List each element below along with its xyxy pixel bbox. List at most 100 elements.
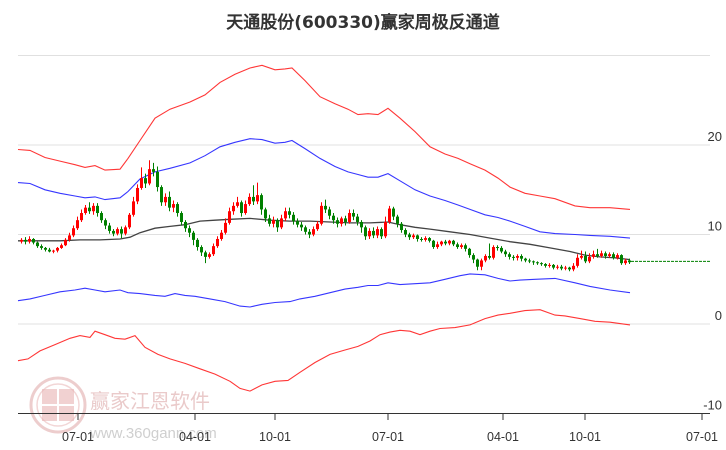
candle [148,160,151,186]
candle [384,216,387,239]
gridlines [18,55,710,325]
candle [256,182,259,205]
candle [404,228,407,238]
candle [136,184,139,205]
candle [36,241,39,248]
candle [280,214,283,230]
candle [536,261,539,265]
watermark-url: www.360gann.com [89,425,217,442]
candle [436,241,439,249]
candle [156,166,159,192]
y-tick-label: 10 [708,219,722,234]
candle [192,230,195,246]
candle [420,237,423,242]
candle [292,212,295,225]
candle [580,250,583,260]
x-tick-label: 07-01 [686,430,718,444]
candle [128,213,131,230]
candle [64,238,67,247]
candle [480,258,483,271]
candle [104,218,107,230]
candle [80,209,83,222]
candle [616,253,619,260]
candle [180,211,183,226]
candle [328,206,331,220]
x-axis: 07-01 04-01 10-01 07-01 04-01 10-01 07-01 [18,413,718,444]
candle [472,253,475,264]
candle [300,221,303,231]
candle [552,264,555,270]
candle [188,225,191,238]
candle [60,243,63,249]
candle [248,193,251,206]
candle [164,193,167,206]
watermark: 赢家江恩软件 www.360gann.com [29,376,217,442]
candle [124,225,127,236]
candle [348,209,351,224]
candle [252,185,255,205]
candle [276,218,279,232]
candle [508,252,511,260]
candle [424,236,427,242]
candle [20,238,23,244]
candle [476,258,479,271]
candle [548,263,551,268]
candle [372,227,375,239]
candle [56,247,59,253]
y-axis-labels: 20 10 0 -10 [703,129,722,413]
candle [448,239,451,246]
candle [332,213,335,224]
candle [228,207,231,225]
candle [236,196,239,208]
candle [240,200,243,217]
candle [24,237,27,245]
x-tick-label: 07-01 [372,430,404,444]
candle [532,260,535,265]
candle [376,226,379,239]
candle [432,239,435,249]
candle [524,257,527,263]
y-tick-label: -10 [703,398,722,413]
candle [120,226,123,239]
candle [360,220,363,233]
candle [624,258,627,265]
candle [544,263,547,268]
candlesticks [20,160,631,272]
candle [600,250,603,258]
candle [512,255,515,261]
candle [556,264,559,270]
outer-lower-line [17,309,631,392]
candle [588,253,591,264]
candle [368,228,371,239]
candle [628,258,631,265]
candle [408,232,411,240]
candle [208,252,211,259]
x-tick-label: 04-01 [487,430,519,444]
inner-lower-line [17,273,631,308]
candle [504,249,507,257]
candle [336,217,339,228]
candle [108,222,111,234]
candle [212,243,215,256]
candle [364,225,367,240]
candle [452,239,455,247]
candle [528,258,531,264]
candle [84,204,87,215]
candle [468,247,471,258]
candle [416,234,419,242]
candle [144,173,147,188]
y-tick-label: 20 [708,129,722,144]
candle [312,226,315,237]
candle [308,229,311,239]
candle [232,202,235,215]
x-tick-label: 04-01 [179,430,211,444]
candle [316,221,319,231]
candle [272,216,275,228]
candle [620,254,623,265]
candle [284,207,287,222]
candle [392,206,395,221]
candle [220,230,223,241]
candle [560,264,563,271]
candle [152,162,155,177]
